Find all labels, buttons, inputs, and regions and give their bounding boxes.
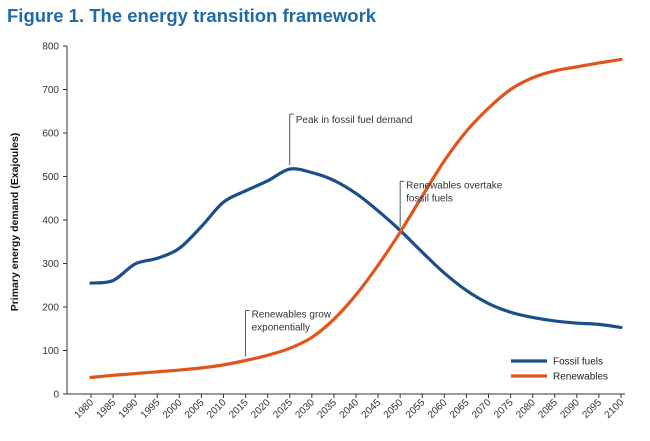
legend: Fossil fuels Renewables: [511, 357, 608, 383]
x-tick-label: 2095: [581, 397, 605, 421]
x-tick-label: 2090: [558, 397, 582, 421]
x-tick-label: 2040: [338, 397, 362, 421]
series-lines: [89, 57, 623, 380]
x-tick-label: 2020: [249, 397, 273, 421]
y-tick-label: 200: [42, 303, 59, 314]
annotation-text: fossil fuels: [406, 193, 453, 204]
chart-title: Figure 1. The energy transition framewor…: [7, 5, 377, 26]
series-line-renewables: [89, 57, 623, 380]
legend-label: Fossil fuels: [553, 357, 603, 368]
x-tick-label: 2075: [492, 397, 516, 421]
y-tick-label: 500: [42, 172, 59, 183]
y-axis-label: Primary energy demand (Exajoules): [9, 133, 21, 312]
x-tick-label: 2025: [271, 397, 295, 421]
x-tick-label: 2070: [470, 397, 494, 421]
x-tick-label: 2010: [205, 397, 229, 421]
y-tick-label: 300: [42, 259, 59, 270]
x-tick-label: 2060: [426, 397, 450, 421]
legend-label: Renewables: [553, 372, 608, 383]
x-tick-label: 2085: [536, 397, 560, 421]
y-tick-label: 100: [42, 346, 59, 357]
annotation-text: Renewables grow: [252, 310, 332, 321]
x-tick-label: 2005: [183, 397, 207, 421]
x-tick-label: 1995: [139, 397, 163, 421]
x-tick-label: 2035: [316, 397, 340, 421]
series-line-fossil-fuels: [89, 167, 623, 330]
x-tick-label: 2080: [514, 397, 538, 421]
y-tick-label: 400: [42, 216, 59, 227]
x-tick-label: 2050: [382, 397, 406, 421]
x-tick-label: 2065: [448, 397, 472, 421]
x-tick-label: 2045: [360, 397, 384, 421]
x-tick-label: 2000: [161, 397, 185, 421]
y-tick-label: 0: [53, 390, 59, 401]
annotations: Peak in fossil fuel demand Renewables ove…: [245, 113, 503, 357]
x-tick-label: 1980: [73, 397, 97, 421]
x-tick-label: 1990: [117, 397, 141, 421]
y-tick-label: 600: [42, 129, 59, 140]
x-tick-label: 1985: [95, 397, 119, 421]
axis-ticks: 0 100 200 300 400 500 600 700 800 198019851990199…: [42, 42, 626, 421]
x-tick-label: 2055: [404, 397, 428, 421]
x-tick-label: 2015: [227, 397, 251, 421]
x-tick-label: 2030: [293, 397, 317, 421]
annotation-text: Renewables overtake: [406, 180, 503, 191]
x-tick-label: 2100: [603, 397, 627, 421]
annotation-text: exponentially: [252, 323, 310, 334]
y-tick-label: 800: [42, 42, 59, 53]
annotation-text: Peak in fossil fuel demand: [296, 115, 413, 126]
axes: [66, 46, 625, 395]
y-tick-label: 700: [42, 85, 59, 96]
